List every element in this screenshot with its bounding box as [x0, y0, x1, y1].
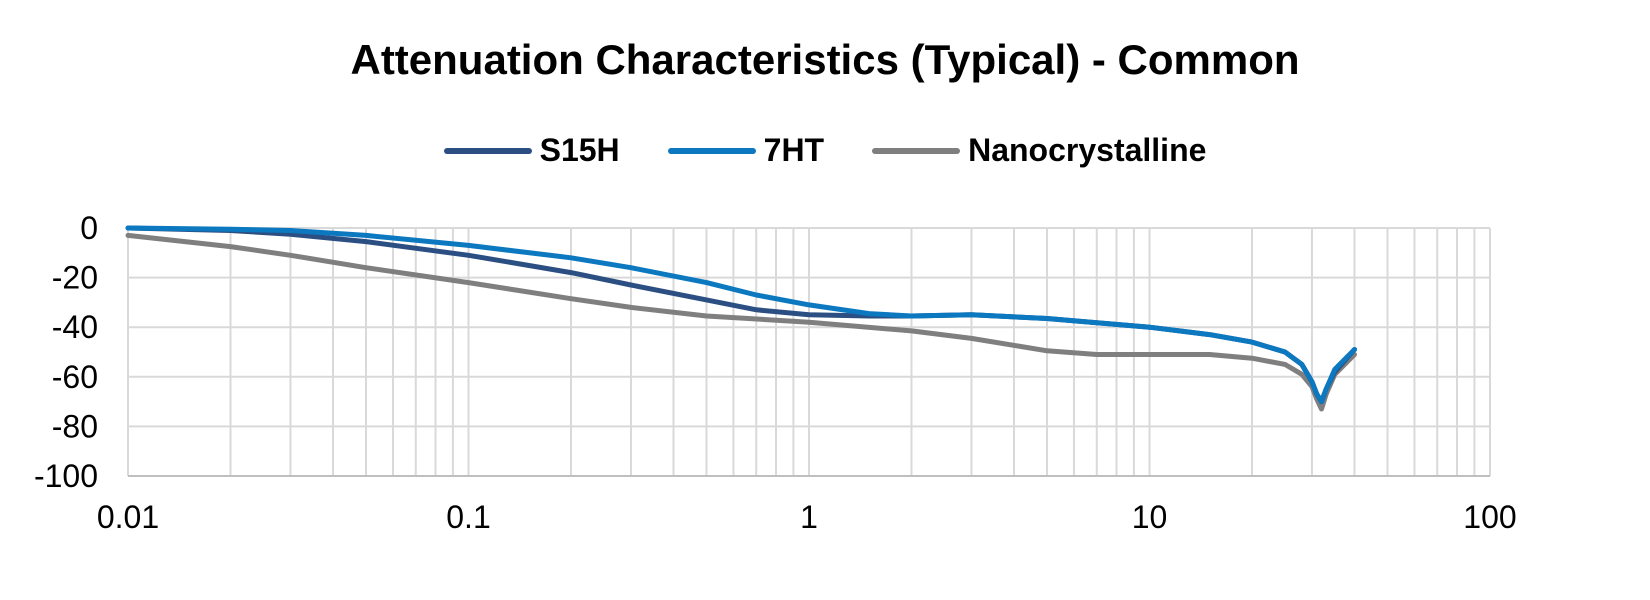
x-tick-label: 10 — [1132, 499, 1168, 535]
legend-label-7ht: 7HT — [763, 132, 825, 168]
y-tick-label: 0 — [80, 210, 98, 246]
y-tick-label: -100 — [34, 458, 98, 494]
x-tick-label: 0.1 — [446, 499, 490, 535]
series-line-7ht — [125, 225, 1357, 405]
x-tick-label: 1 — [800, 499, 818, 535]
legend-swatch-nanocrystalline — [872, 147, 961, 154]
series-lines — [125, 225, 1357, 412]
grid — [127, 227, 1491, 477]
legend-swatch-7ht — [667, 147, 756, 154]
x-tick-label: 0.01 — [97, 499, 159, 535]
chart-title: Attenuation Characteristics (Typical) - … — [350, 36, 1300, 83]
legend-entry-nanocrystalline: Nanocrystalline — [872, 132, 1206, 169]
y-tick-label: -60 — [52, 359, 98, 395]
legend-entry-7ht: 7HT — [667, 132, 825, 169]
legend-label-s15h: S15H — [539, 132, 620, 168]
series-line-nanocrystalline — [125, 232, 1357, 412]
y-tick-label: -20 — [52, 260, 98, 296]
tick-labels: 0.01 0.1 1 10 100 0 -20 -40 -60 -80 -100 — [34, 210, 1517, 535]
legend-swatch-s15h — [443, 147, 532, 154]
x-tick-label: 100 — [1463, 499, 1516, 535]
legend-entry-s15h: S15H — [443, 132, 620, 169]
legend-label-nanocrystalline: Nanocrystalline — [968, 132, 1207, 168]
series-line-s15h — [125, 225, 1357, 405]
y-tick-label: -80 — [52, 408, 98, 444]
y-tick-label: -40 — [52, 309, 98, 345]
legend: S15H 7HT Nanocrystalline — [0, 132, 1650, 169]
